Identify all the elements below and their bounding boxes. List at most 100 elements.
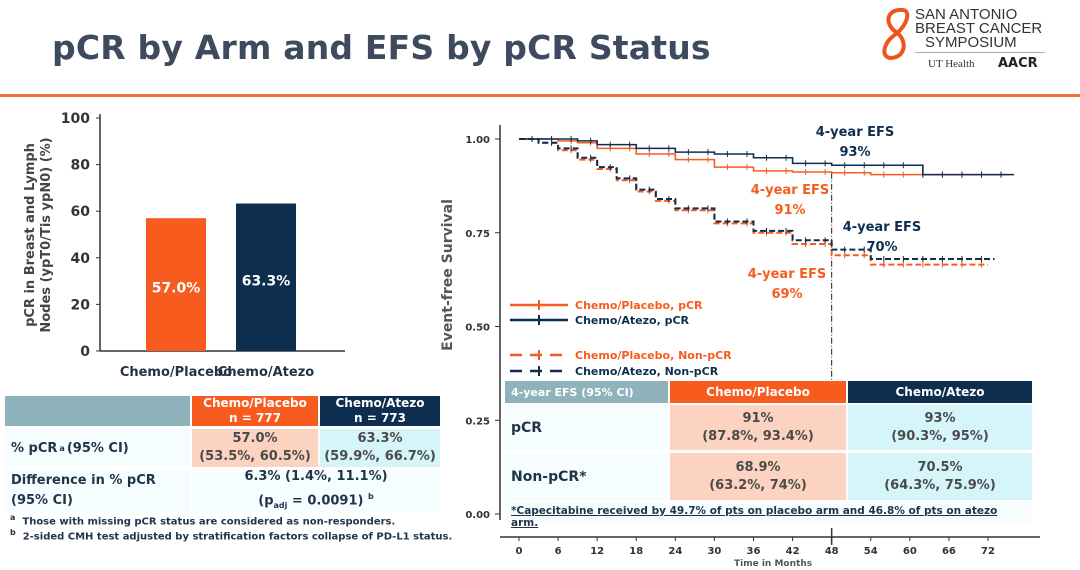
value: 91% (742, 410, 774, 426)
efs-annotation-title: 4-year EFS (816, 125, 895, 140)
y-tick-label: 40 (71, 251, 91, 267)
efs-header-label: 4-year EFS (95% CI) (505, 381, 668, 403)
value: 68.9% (735, 459, 781, 475)
x-tick-label: 54 (864, 546, 878, 557)
label-suffix: (95% CI) (66, 440, 129, 456)
value: 93% (924, 410, 956, 426)
header-n: n = 773 (353, 411, 406, 425)
efs-annotation-title: 4-year EFS (843, 220, 922, 235)
legend-label: Chemo/Atezo, pCR (575, 314, 690, 327)
ci: (53.5%, 60.5%) (199, 449, 311, 464)
bar (146, 218, 206, 351)
footnote-mark: a (59, 443, 65, 453)
km-curve (519, 138, 995, 260)
legend-label: Chemo/Placebo, pCR (575, 299, 703, 312)
efs-footnote: *Capecitabine received by 49.7% of pts o… (505, 502, 1032, 529)
p-pre: (p (258, 492, 274, 508)
x-tick-label: 24 (668, 546, 682, 557)
pcr-header-placebo: Chemo/Placebo n = 777 (192, 396, 318, 426)
legend-label: Chemo/Atezo, Non-pCR (575, 365, 719, 378)
logo-aacr: AACR (998, 56, 1038, 71)
x-tick-label: 48 (825, 546, 839, 557)
p-sub: adj (273, 500, 288, 510)
header-arm: Chemo/Placebo (203, 396, 307, 410)
x-tick-label: 30 (707, 546, 721, 557)
x-tick-label: 66 (942, 546, 956, 557)
header-divider (0, 94, 1080, 97)
efs-annotation-value: 91% (774, 203, 805, 218)
pcr-table-corner (5, 396, 190, 426)
logo-line3: SYMPOSIUM (925, 34, 1017, 51)
x-tick-label: 18 (629, 546, 643, 557)
footnote-a: a Those with missing pCR status are cons… (10, 513, 395, 527)
y-axis-label-line2: Nodes (ypT0/Tis ypN0) (%) (39, 137, 54, 332)
header-arm: Chemo/Atezo (335, 396, 425, 410)
efs-pcr-atezo: 93% (90.3%, 95%) (848, 405, 1032, 450)
difference-value-cell: 6.3% (1.4%, 11.1%) (padj = 0.0091) b (192, 468, 440, 512)
km-curve (519, 138, 1015, 176)
x-tick-label: 36 (747, 546, 761, 557)
efs-annotation-value: 93% (839, 145, 870, 160)
y-tick-label: 0 (80, 344, 90, 360)
footnote-b: b 2-sided CMH test adjusted by stratific… (10, 528, 452, 542)
logo-ut-health: UT Health (928, 58, 975, 70)
label-text: % pCR (11, 440, 58, 456)
ci: (64.3%, 75.9%) (884, 477, 996, 493)
x-axis-label: Time in Months (734, 559, 812, 569)
logo-ribbon-icon (882, 7, 910, 61)
x-tick-label: Chemo/Atezo (218, 365, 314, 380)
label-line2: (95% CI) (11, 493, 73, 508)
legend-label: Chemo/Placebo, Non-pCR (575, 349, 732, 362)
efs-annotation-title: 4-year EFS (751, 183, 830, 198)
page-title: pCR by Arm and EFS by pCR Status (52, 28, 711, 67)
sabcs-logo: SAN ANTONIO BREAST CANCER SYMPOSIUM UT Hea… (870, 2, 1050, 88)
difference-value: 6.3% (1.4%, 11.1%) (244, 468, 388, 484)
efs-nonpcr-atezo: 70.5% (64.3%, 75.9%) (848, 453, 1032, 500)
y-axis-label-line1: pCR in Breast and Lymph (23, 143, 38, 327)
mark: a (10, 513, 16, 522)
logo-line1: SAN ANTONIO (915, 6, 1018, 23)
x-tick-label: 60 (903, 546, 917, 557)
y-tick-label: 100 (61, 111, 90, 127)
efs-km-chart: 0.00 0.25 0.50 0.75 1.00 0 6 12 18 24 30 36 42 48 54 60… (440, 125, 1040, 569)
label-line1: Difference in % pCR (11, 473, 156, 488)
efs-row-label-pcr: pCR (505, 405, 668, 450)
x-tick-label: 6 (555, 546, 562, 557)
x-tick-label: 42 (786, 546, 800, 557)
y-axis-label: Event-free Survival (440, 199, 456, 351)
bar-data-label: 63.3% (242, 273, 291, 289)
y-tick-label: 80 (71, 158, 91, 174)
x-tick-label: 12 (590, 546, 604, 557)
y-tick-label: 0.75 (465, 229, 490, 240)
text: Those with missing pCR status are consid… (22, 516, 396, 528)
mark: b (10, 528, 16, 537)
pcr-row-label: % pCR a (95% CI) (5, 429, 190, 467)
pcr-placebo-cell: 57.0% (53.5%, 60.5%) (192, 429, 318, 467)
efs-annotation-value: 70% (866, 240, 897, 255)
header-n: n = 777 (228, 411, 281, 425)
ci: (59.9%, 66.7%) (324, 449, 436, 464)
bar-data-label: 57.0% (152, 281, 201, 297)
p-value: (padj = 0.0091) b (258, 487, 373, 516)
x-tick-label: 72 (981, 546, 995, 557)
ci: (90.3%, 95%) (891, 428, 989, 444)
ci: (87.8%, 93.4%) (702, 428, 814, 444)
efs-header-atezo: Chemo/Atezo (848, 381, 1032, 403)
y-tick-label: 20 (71, 297, 91, 313)
efs-row-label-nonpcr: Non-pCR* (505, 453, 668, 500)
x-tick-label: Chemo/Placebo (120, 365, 232, 380)
footnote-mark: b (367, 491, 374, 501)
bar (236, 203, 296, 351)
efs-header-placebo: Chemo/Placebo (670, 381, 846, 403)
text: 2-sided CMH test adjusted by stratificat… (22, 531, 453, 543)
p-post: = 0.0091) (287, 492, 364, 508)
efs-annotation-value: 69% (771, 287, 802, 302)
efs-nonpcr-placebo: 68.9% (63.2%, 74%) (670, 453, 846, 500)
ci: (63.2%, 74%) (709, 477, 807, 493)
value: 57.0% (232, 431, 278, 446)
value: 63.3% (357, 431, 403, 446)
y-tick-label: 0.00 (465, 510, 490, 521)
efs-annotation-title: 4-year EFS (748, 267, 827, 282)
logo-line2: BREAST CANCER (915, 20, 1043, 37)
